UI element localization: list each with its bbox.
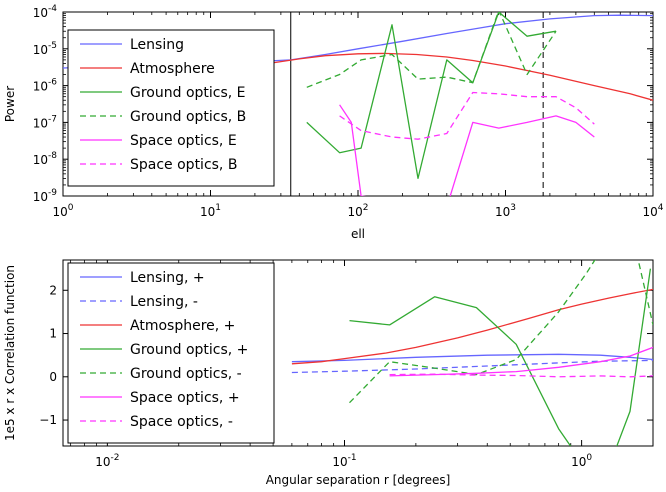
y-tick-label: 10-7 (33, 114, 57, 130)
y-tick-label-exponent: -5 (48, 41, 57, 51)
series-line-space-optics-e (339, 104, 595, 196)
legend-label: Space optics, + (130, 390, 240, 406)
x-tick-label: 104 (642, 203, 663, 219)
legend: Lensing, + Lensing, - Atmosphere, + Ground … (67, 262, 275, 444)
y-tick-label: 10-8 (33, 151, 58, 167)
y-tick-label-base: 10 (33, 116, 48, 130)
x-tick-label: 100 (571, 453, 592, 469)
x-tick-label-exponent: 1 (215, 203, 221, 213)
x-tick-label-exponent: -1 (348, 453, 357, 463)
chart-1: 100 101 102 103 10410-910-810-710-610-510-4e… (3, 4, 664, 241)
legend: Lensing Atmosphere Ground optics, E Ground … (67, 29, 275, 187)
y-tick-label: 10-4 (33, 4, 58, 20)
x-tick-label-exponent: 0 (68, 203, 74, 213)
plot-area (63, 12, 653, 196)
x-tick-label-base: 10 (495, 205, 510, 219)
legend-label: Space optics, B (130, 157, 237, 173)
series-line-space-optics (389, 373, 653, 378)
x-tick-label-base: 10 (52, 205, 67, 219)
legend-label: Ground optics, - (130, 366, 242, 382)
x-tick-label-base: 10 (642, 205, 657, 219)
x-tick-label-base: 10 (95, 455, 110, 469)
y-tick-label: 1 (49, 327, 57, 341)
series-line-ground-optics-b (306, 12, 557, 88)
x-tick-label-exponent: 4 (658, 203, 664, 213)
x-tick-label-base: 10 (347, 205, 362, 219)
plot-area (291, 260, 653, 446)
y-tick-label-exponent: -7 (48, 114, 57, 124)
y-tick-label: 0 (49, 370, 57, 384)
x-tick-label-base: 10 (571, 455, 586, 469)
x-tick-label-exponent: 2 (363, 203, 369, 213)
legend-label: Atmosphere (130, 61, 215, 77)
x-tick-label: 103 (495, 203, 516, 219)
x-tick-label: 100 (52, 203, 73, 219)
legend-label: Atmosphere, + (130, 318, 235, 334)
y-tick-label: 2 (49, 283, 57, 297)
x-tick-label-base: 10 (332, 455, 347, 469)
x-axis-label: Angular separation r [degrees] (266, 473, 451, 487)
y-tick-label: 10-5 (33, 41, 57, 57)
legend-label: Lensing (130, 37, 184, 53)
legend-label: Ground optics, B (130, 109, 246, 125)
legend-label: Ground optics, E (130, 85, 246, 101)
x-axis-label: ell (351, 227, 365, 241)
x-tick-label-exponent: 3 (510, 203, 516, 213)
y-tick-label: 10-9 (33, 188, 58, 204)
y-tick-label-base: 10 (33, 6, 48, 20)
legend-label: Ground optics, + (130, 342, 248, 358)
y-tick-label-base: 10 (33, 43, 48, 57)
x-tick-label: 101 (200, 203, 221, 219)
y-tick-label: 10-6 (33, 78, 58, 94)
y-tick-label-exponent: -9 (48, 188, 57, 198)
y-tick-label: −1 (39, 413, 57, 427)
y-tick-label-base: 10 (33, 80, 48, 94)
series-line-lensing (291, 359, 653, 374)
y-axis-label: 1e5 x r x Correlation function (3, 265, 17, 441)
y-tick-label-exponent: -6 (48, 78, 57, 88)
x-tick-label: 10-1 (332, 453, 356, 469)
y-tick-label-base: 10 (33, 153, 48, 167)
legend-box (67, 262, 275, 444)
legend-label: Space optics, - (130, 414, 233, 430)
y-tick-label-exponent: -4 (48, 4, 57, 14)
y-axis-label: Power (3, 86, 17, 122)
x-tick-label-base: 10 (200, 205, 215, 219)
y-tick-label-exponent: -8 (48, 151, 57, 161)
x-tick-label-exponent: -2 (111, 453, 120, 463)
x-tick-label: 10-2 (95, 453, 119, 469)
legend-box (67, 29, 275, 187)
legend-label: Lensing, + (130, 270, 205, 286)
y-tick-label-base: 10 (33, 190, 48, 204)
legend-label: Space optics, E (130, 133, 237, 149)
x-tick-label: 102 (347, 203, 368, 219)
series-line-ground-optics-e (306, 12, 557, 180)
legend-label: Lensing, - (130, 294, 198, 310)
x-tick-label-exponent: 0 (586, 453, 592, 463)
